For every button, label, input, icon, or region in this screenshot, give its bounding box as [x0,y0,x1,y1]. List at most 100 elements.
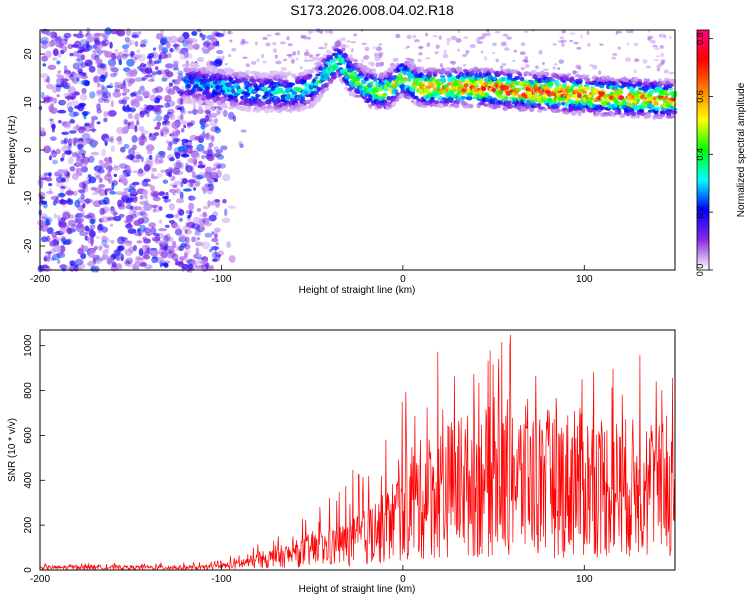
spectrogram-cell [172,192,176,196]
spectrogram-cell [324,82,329,88]
spectrogram-cell [101,235,108,242]
spectrogram-cell [67,200,74,205]
spectrogram-cell [133,219,142,227]
spectrogram-cell [260,53,265,59]
spectrogram-cell [202,205,210,210]
spectrogram-cell [119,176,127,184]
spectrogram-cell [491,52,496,55]
spectrogram-cell [139,107,143,111]
spectrogram-cell [163,114,169,122]
spectrogram-cell [125,257,134,265]
spectrogram-cell [180,182,184,188]
spectrogram-cell [178,234,183,241]
spectrogram-cell [91,119,95,125]
spectrogram-cell [51,253,61,261]
spectrogram-cell [48,172,52,177]
spectrogram-cell [109,207,115,214]
spectrogram-cell [475,38,481,43]
spectrogram-cell [549,82,554,86]
spectrogram-cell [81,153,86,159]
spectrogram-cell [146,150,153,155]
spectrogram-cell [282,104,289,110]
spectrogram-cell [49,240,54,247]
spectrogram-cell [65,190,74,196]
spectrogram-cell [148,57,153,65]
spectrogram-cell [167,145,173,151]
spectrogram-cell [83,200,92,204]
spectrogram-cell [180,120,188,125]
spectrogram-cell [116,256,120,262]
spectrogram-cell [200,123,206,130]
spectrogram-cell [136,240,143,244]
spectrogram-cell [570,110,577,116]
spectrogram-cell [185,164,193,173]
spectrogram-cell [653,100,659,106]
spectrogram-cell [617,46,622,50]
spectrogram-cell [147,79,155,82]
spectrogram-cell [636,81,643,87]
spectrogram-cell [93,75,101,84]
spectrogram-cell [668,71,675,75]
spectrogram-cell [104,173,113,181]
spectrogram-cell [96,121,101,125]
spectrogram-cell [279,41,286,45]
spectrogram-cell [570,85,574,91]
spectrogram-cell [313,87,318,92]
spectrogram-cell [492,76,497,81]
spectrogram-cell [211,91,218,95]
spectrogram-cell [52,57,58,61]
spectrogram-cell [172,129,181,137]
spectrogram-cell [44,255,48,260]
spectrogram-cell [443,49,447,54]
spectrogram-cell [630,111,637,117]
spectrogram-cell [624,112,631,116]
spectrogram-cell [178,245,184,252]
spectrogram-cell [495,58,499,63]
spectrogram-cell [474,81,478,86]
spectrogram-cell [58,120,62,124]
spectrogram-cell [465,49,469,55]
spectrogram-cell [77,143,84,148]
spectrogram-cell [374,73,378,77]
spectrogram-cell [194,174,203,181]
spectrogram-cell [603,112,608,115]
spectrogram-cell [669,35,672,39]
spectrogram-cell [124,119,128,126]
spectrogram-cell [199,133,208,139]
spectrogram-cell [143,164,151,172]
spectrogram-cell [44,177,53,182]
spectrogram-cell [146,113,150,118]
y-tick-label: 0 [23,147,34,153]
spectrogram-cell [363,55,370,60]
spectrogram-cell [340,37,346,42]
spectrogram-cell [90,265,99,273]
spectrogram-cell [84,80,90,87]
spectrogram-cell [364,46,370,52]
spectrogram-cell [454,103,460,109]
spectrogram-cell [131,34,140,39]
spectrogram-cell [244,70,251,75]
spectrogram-cell [659,110,666,115]
spectrogram-cell [136,119,140,126]
spectrogram-cell [158,151,166,156]
spectrogram-cell [123,49,129,54]
spectrogram-cell [479,78,486,85]
colorbar-ticks: 0.0 0.2 0.4 0.6 0.8 [695,32,713,276]
spectrogram-cell [239,143,244,149]
spectrogram-cell [322,54,327,58]
spectrogram-cell [166,140,170,144]
spectrogram-cell [206,154,215,162]
spectrogram-cell [457,95,462,99]
spectrogram-cell [547,97,553,102]
spectrogram-cell [69,119,76,124]
spectrogram-cell [165,71,174,78]
spectrogram-cell [533,92,538,98]
spectrogram-cell [457,49,460,52]
spectrogram-cell [112,211,119,216]
spectrogram-cell [211,171,218,179]
spectrogram-cell [59,80,65,86]
spectrogram-cell [60,198,65,206]
spectrogram-cell [625,57,631,62]
spectrogram-cell [184,229,188,234]
spectrogram-cell [77,248,84,255]
